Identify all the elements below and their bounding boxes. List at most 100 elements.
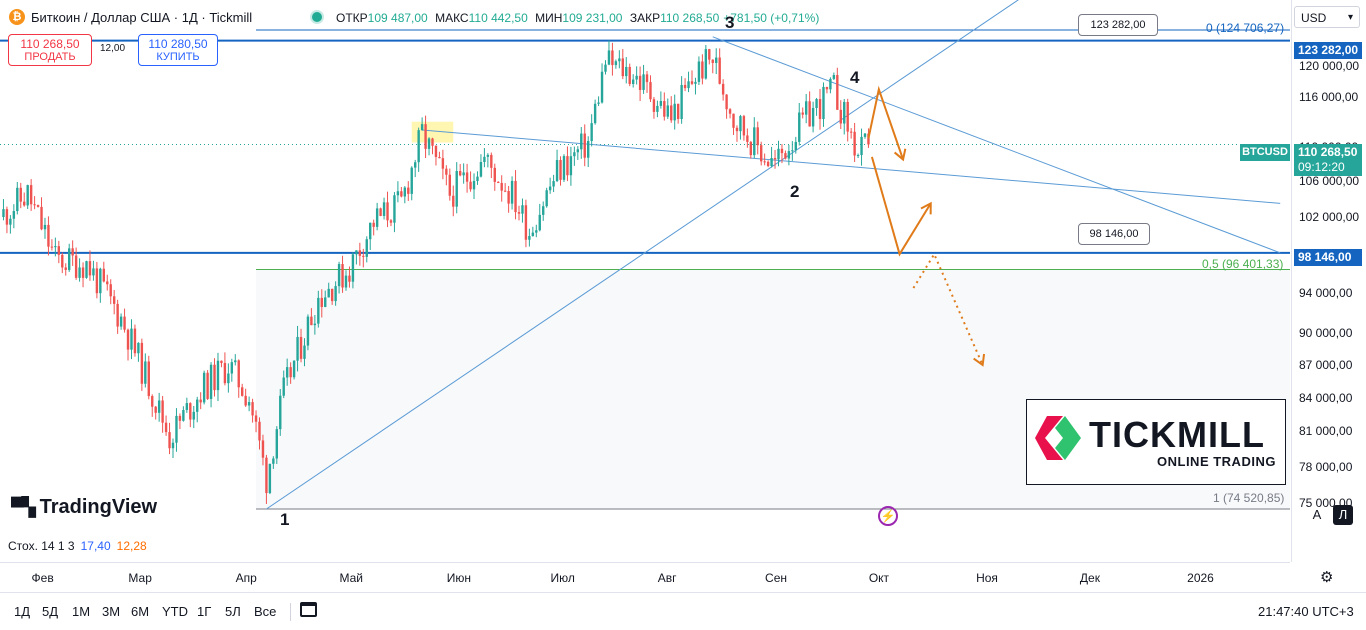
candle xyxy=(825,86,829,94)
candle xyxy=(587,136,590,168)
forecast-path-dotted xyxy=(912,252,984,366)
price-tag-upper: 123 282,00 xyxy=(1294,42,1362,59)
timeframe-button[interactable]: 5Д xyxy=(42,604,59,619)
candle xyxy=(157,392,161,422)
candle-body xyxy=(815,99,818,108)
candle xyxy=(548,177,552,194)
candle xyxy=(441,149,445,180)
candle xyxy=(192,406,195,429)
candle xyxy=(500,175,503,202)
candle-body xyxy=(593,103,597,124)
candle xyxy=(182,406,185,422)
candle-body xyxy=(676,103,680,119)
x-tick-label: Июл xyxy=(550,571,575,585)
candle-body xyxy=(517,212,521,214)
candle-body xyxy=(597,102,600,104)
candle xyxy=(355,250,358,265)
log-scale-button[interactable]: Л xyxy=(1333,505,1353,525)
candle-body xyxy=(562,156,566,180)
candle-body xyxy=(400,191,403,197)
candle-body xyxy=(455,171,458,207)
timeframe-button[interactable]: YTD xyxy=(162,604,188,619)
buy-button[interactable]: 110 280,50 КУПИТЬ xyxy=(138,34,218,66)
currency-select[interactable]: USD ▾ xyxy=(1294,6,1360,28)
timeframe-button[interactable]: 3М xyxy=(102,604,121,619)
candle xyxy=(507,185,510,213)
candle-body xyxy=(382,202,386,216)
symbol-title[interactable]: Биткоин / Доллар США · 1Д · Tickmill xyxy=(31,10,253,25)
candle xyxy=(403,186,407,204)
candle xyxy=(732,113,735,135)
wave-label-1: 1 xyxy=(280,510,290,529)
stochastic-k: 17,40 xyxy=(80,539,111,553)
candle xyxy=(64,263,67,276)
candle-body xyxy=(192,411,195,420)
candle xyxy=(341,255,344,293)
candle-body xyxy=(216,360,220,391)
candle-body xyxy=(310,316,313,326)
candle xyxy=(116,299,119,334)
tickmill-subtitle: ONLINE TRADING xyxy=(1157,454,1276,469)
candle xyxy=(36,204,40,208)
candle-body xyxy=(458,171,462,176)
candle-body xyxy=(26,185,29,206)
timeframe-button[interactable]: 1Г xyxy=(197,604,212,619)
price-callout-lower[interactable]: 98 146,00 xyxy=(1078,223,1150,245)
candle-body xyxy=(40,206,43,230)
price-callout-upper[interactable]: 123 282,00 xyxy=(1078,14,1158,36)
candle xyxy=(628,63,631,87)
candle-body xyxy=(420,124,424,131)
candle-body xyxy=(559,160,562,180)
time-axis[interactable] xyxy=(0,562,1290,593)
candle xyxy=(597,96,600,107)
candle-body xyxy=(472,181,476,190)
candle xyxy=(209,362,213,408)
forecast-path xyxy=(867,85,905,160)
timeframe-button[interactable]: 1Д xyxy=(14,604,31,619)
candle-body xyxy=(209,364,213,399)
candle-body xyxy=(642,74,645,90)
candle-body xyxy=(43,224,47,230)
candle xyxy=(784,150,787,160)
candle-body xyxy=(514,180,517,213)
timeframe-button[interactable]: 1М xyxy=(72,604,91,619)
bottom-toolbar: 1Д 5Д 1М 3М 6М YTD 1Г 5Л Все 21:47:40 UTC+3 xyxy=(0,592,1366,630)
candle xyxy=(379,207,382,217)
clock[interactable]: 21:47:40 UTC+3 xyxy=(1258,604,1354,619)
symbol-tag: BTCUSD xyxy=(1240,144,1290,161)
candle xyxy=(382,197,386,220)
candle-body xyxy=(631,79,635,84)
candle-body xyxy=(74,255,78,278)
candle xyxy=(514,170,517,220)
candle xyxy=(168,422,171,455)
candle-body xyxy=(116,303,119,327)
candle-body xyxy=(427,138,431,149)
candle-body xyxy=(531,232,535,237)
sell-button[interactable]: 110 268,50 ПРОДАТЬ xyxy=(8,34,92,66)
auto-scale-button[interactable]: A xyxy=(1312,507,1322,522)
candle xyxy=(569,146,573,186)
candle-body xyxy=(583,133,586,158)
timeframe-button[interactable]: 6М xyxy=(131,604,150,619)
candle-body xyxy=(749,141,753,156)
forecast-arrow-head xyxy=(893,148,907,162)
candle-body xyxy=(728,109,732,114)
candle xyxy=(26,184,29,209)
candle xyxy=(43,217,47,239)
lightning-icon[interactable]: ⚡ xyxy=(878,506,898,526)
candle-body xyxy=(424,124,427,149)
x-tick-label: Дек xyxy=(1079,571,1100,585)
gear-icon[interactable]: ⚙ xyxy=(1320,569,1334,586)
timeframe-button[interactable]: Все xyxy=(254,604,277,619)
timeframe-button[interactable]: 5Л xyxy=(225,604,241,619)
candle xyxy=(787,144,791,166)
price-chart[interactable] xyxy=(0,0,1290,562)
calendar-icon[interactable] xyxy=(300,602,317,617)
candle xyxy=(306,314,310,351)
candle xyxy=(455,162,458,214)
stochastic-legend[interactable]: Стох. 14 1 3 17,40 12,28 xyxy=(8,539,147,553)
candle-body xyxy=(99,268,102,294)
x-tick-label: Апр xyxy=(235,571,257,585)
candle-body xyxy=(244,395,247,406)
price-axis[interactable] xyxy=(1291,0,1366,562)
